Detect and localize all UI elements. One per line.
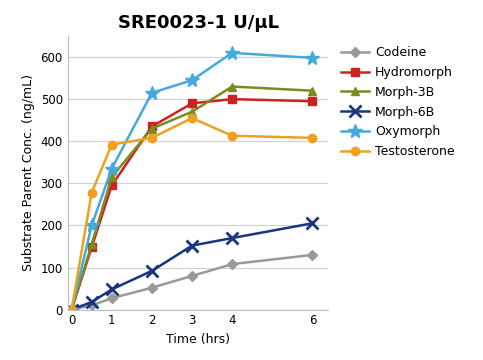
Oxymorph <box>89 223 95 228</box>
Hydromorph <box>69 307 74 312</box>
Morph-6B <box>229 236 235 240</box>
Morph-6B <box>69 307 74 312</box>
Hydromorph <box>89 245 95 249</box>
Testosterone <box>189 116 195 120</box>
Testosterone <box>69 307 74 312</box>
Hydromorph <box>229 97 235 101</box>
Line: Codeine: Codeine <box>68 251 316 313</box>
Line: Morph-3B: Morph-3B <box>68 82 316 314</box>
Codeine <box>89 303 95 307</box>
Testosterone <box>89 190 95 195</box>
Oxymorph <box>229 51 235 55</box>
Morph-3B <box>310 89 315 93</box>
Oxymorph <box>69 307 74 312</box>
Line: Morph-6B: Morph-6B <box>66 218 318 315</box>
Morph-6B <box>89 300 95 304</box>
Line: Hydromorph: Hydromorph <box>68 95 316 314</box>
Codeine <box>189 274 195 278</box>
Testosterone <box>149 136 155 140</box>
Hydromorph <box>109 183 114 188</box>
Codeine <box>149 285 155 290</box>
Morph-3B <box>69 307 74 312</box>
Codeine <box>229 262 235 266</box>
Morph-6B <box>189 243 195 248</box>
Line: Testosterone: Testosterone <box>68 114 316 314</box>
Hydromorph <box>149 124 155 129</box>
Oxymorph <box>149 91 155 95</box>
Oxymorph <box>109 166 114 171</box>
Codeine <box>310 253 315 257</box>
Testosterone <box>229 134 235 138</box>
Legend: Codeine, Hydromorph, Morph-3B, Morph-6B, Oxymorph, Testosterone: Codeine, Hydromorph, Morph-3B, Morph-6B,… <box>337 42 458 162</box>
Morph-6B <box>310 221 315 225</box>
Testosterone <box>109 143 114 147</box>
Title: SRE0023-1 U/μL: SRE0023-1 U/μL <box>117 14 279 32</box>
Morph-3B <box>89 242 95 247</box>
Morph-3B <box>189 109 195 114</box>
Y-axis label: Substrate Parent Conc. (ng/mL): Substrate Parent Conc. (ng/mL) <box>22 74 35 271</box>
X-axis label: Time (hrs): Time (hrs) <box>166 333 230 346</box>
Testosterone <box>310 136 315 140</box>
Codeine <box>109 296 114 300</box>
Morph-6B <box>149 269 155 273</box>
Codeine <box>69 307 74 312</box>
Morph-6B <box>109 287 114 292</box>
Oxymorph <box>189 78 195 82</box>
Line: Oxymorph: Oxymorph <box>65 46 319 316</box>
Morph-3B <box>109 175 114 179</box>
Oxymorph <box>310 56 315 60</box>
Hydromorph <box>189 101 195 105</box>
Morph-3B <box>149 126 155 131</box>
Morph-3B <box>229 84 235 89</box>
Hydromorph <box>310 99 315 103</box>
